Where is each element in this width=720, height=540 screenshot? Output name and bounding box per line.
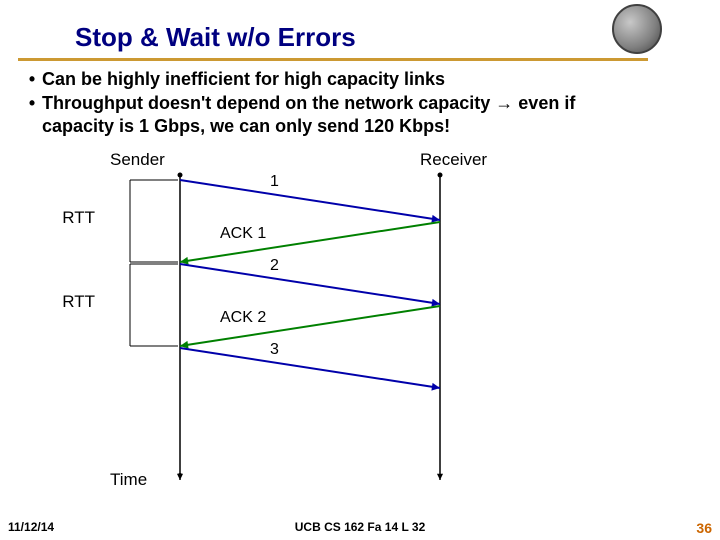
- footer-page: 36: [696, 520, 712, 536]
- svg-text:1: 1: [270, 173, 279, 190]
- svg-text:ACK 1: ACK 1: [220, 225, 266, 242]
- footer-center: UCB CS 162 Fa 14 L 32: [0, 520, 720, 534]
- svg-text:2: 2: [270, 257, 279, 274]
- svg-text:RTT: RTT: [62, 208, 95, 227]
- svg-text:ACK 2: ACK 2: [220, 309, 266, 326]
- svg-text:RTT: RTT: [62, 292, 95, 311]
- svg-text:3: 3: [270, 341, 279, 358]
- stop-wait-diagram: 1 ACK 12 ACK 23 RTT RTT: [0, 0, 720, 540]
